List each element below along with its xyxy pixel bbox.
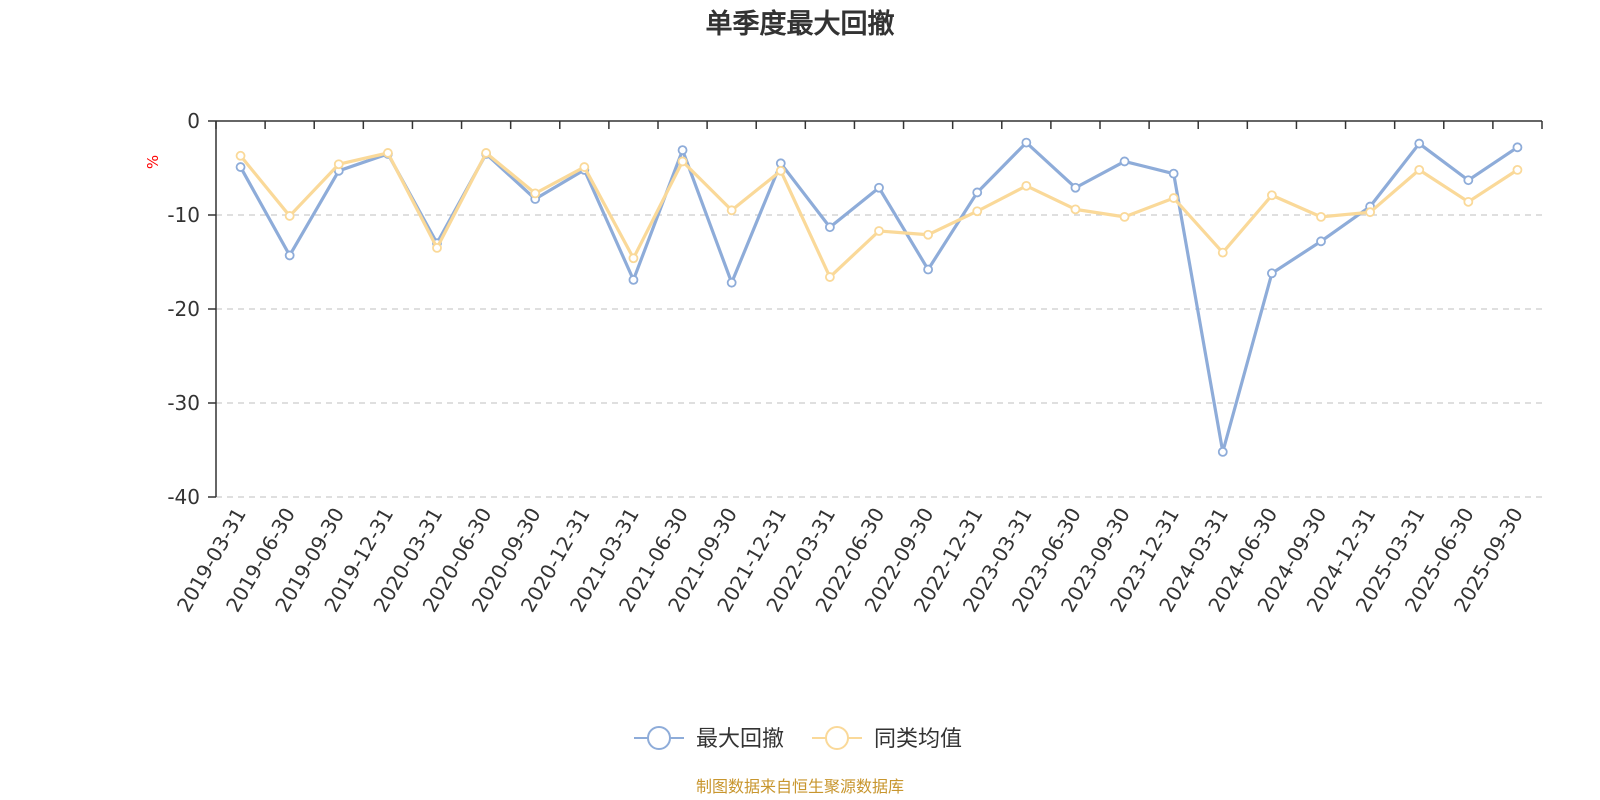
data-point[interactable] xyxy=(1266,190,1277,201)
y-axis-ticks: 0 -10 -20 -30 -40 xyxy=(167,109,216,509)
data-point[interactable] xyxy=(923,264,934,275)
chart-title: 单季度最大回撤 xyxy=(706,8,895,40)
data-point[interactable] xyxy=(235,162,246,172)
y-tick-label: -20 xyxy=(167,297,200,321)
source-note: 制图数据来自恒生聚源数据库 xyxy=(696,777,904,796)
legend-marker-icon xyxy=(825,726,849,750)
data-point[interactable] xyxy=(824,272,835,282)
legend-label: 最大回撤 xyxy=(696,727,784,752)
data-point[interactable] xyxy=(284,250,295,261)
data-point[interactable] xyxy=(1168,168,1179,179)
data-point[interactable] xyxy=(1414,138,1425,149)
data-point[interactable] xyxy=(874,182,884,193)
data-point[interactable] xyxy=(530,188,541,199)
data-point[interactable] xyxy=(726,205,737,216)
data-point[interactable] xyxy=(579,162,590,172)
data-point[interactable] xyxy=(1217,446,1228,457)
series-lines xyxy=(235,137,1523,457)
x-axis-ticks: 2019-03-312019-06-302019-09-302019-12-31… xyxy=(172,121,1543,616)
data-point[interactable] xyxy=(235,150,246,161)
data-point[interactable] xyxy=(382,148,393,158)
data-point[interactable] xyxy=(1266,268,1277,279)
data-point[interactable] xyxy=(923,229,934,240)
data-point[interactable] xyxy=(1512,164,1523,175)
data-point[interactable] xyxy=(481,148,492,158)
legend-item-0[interactable]: 最大回撤 xyxy=(634,726,784,752)
legend[interactable]: 最大回撤 同类均值 xyxy=(634,726,962,752)
data-point[interactable] xyxy=(1021,137,1032,148)
data-point[interactable] xyxy=(1070,182,1081,193)
data-point[interactable] xyxy=(972,206,983,217)
data-point[interactable] xyxy=(1316,211,1326,222)
y-tick-label: 0 xyxy=(187,109,200,133)
data-point[interactable] xyxy=(1316,236,1326,247)
data-point[interactable] xyxy=(432,242,442,253)
data-point[interactable] xyxy=(874,226,884,236)
grid-lines xyxy=(216,214,1542,498)
data-point[interactable] xyxy=(1414,164,1425,175)
y-axis-unit-label: % xyxy=(144,155,162,169)
series-0 xyxy=(235,137,1523,457)
data-point[interactable] xyxy=(775,165,786,176)
data-point[interactable] xyxy=(1512,142,1523,153)
data-point[interactable] xyxy=(1168,193,1179,203)
legend-label: 同类均值 xyxy=(874,727,962,752)
data-point[interactable] xyxy=(1365,207,1376,218)
data-point[interactable] xyxy=(1463,196,1474,207)
data-point[interactable] xyxy=(628,274,639,285)
data-point[interactable] xyxy=(1119,211,1130,222)
data-point[interactable] xyxy=(1217,247,1228,258)
series-1 xyxy=(235,148,1523,282)
data-point[interactable] xyxy=(824,222,835,233)
data-point[interactable] xyxy=(1070,204,1081,215)
data-point[interactable] xyxy=(726,277,737,288)
y-tick-label: -40 xyxy=(167,485,200,509)
y-tick-label: -30 xyxy=(167,391,200,415)
y-tick-label: -10 xyxy=(167,203,200,227)
legend-marker-icon xyxy=(647,726,671,750)
data-point[interactable] xyxy=(628,253,639,264)
data-point[interactable] xyxy=(1463,175,1474,186)
data-point[interactable] xyxy=(677,156,688,167)
data-point[interactable] xyxy=(333,159,344,170)
data-point[interactable] xyxy=(677,145,688,156)
data-point[interactable] xyxy=(1021,180,1032,191)
data-point[interactable] xyxy=(972,187,983,198)
legend-item-1[interactable]: 同类均值 xyxy=(812,726,962,752)
data-point[interactable] xyxy=(1119,156,1130,167)
data-point[interactable] xyxy=(284,211,295,221)
